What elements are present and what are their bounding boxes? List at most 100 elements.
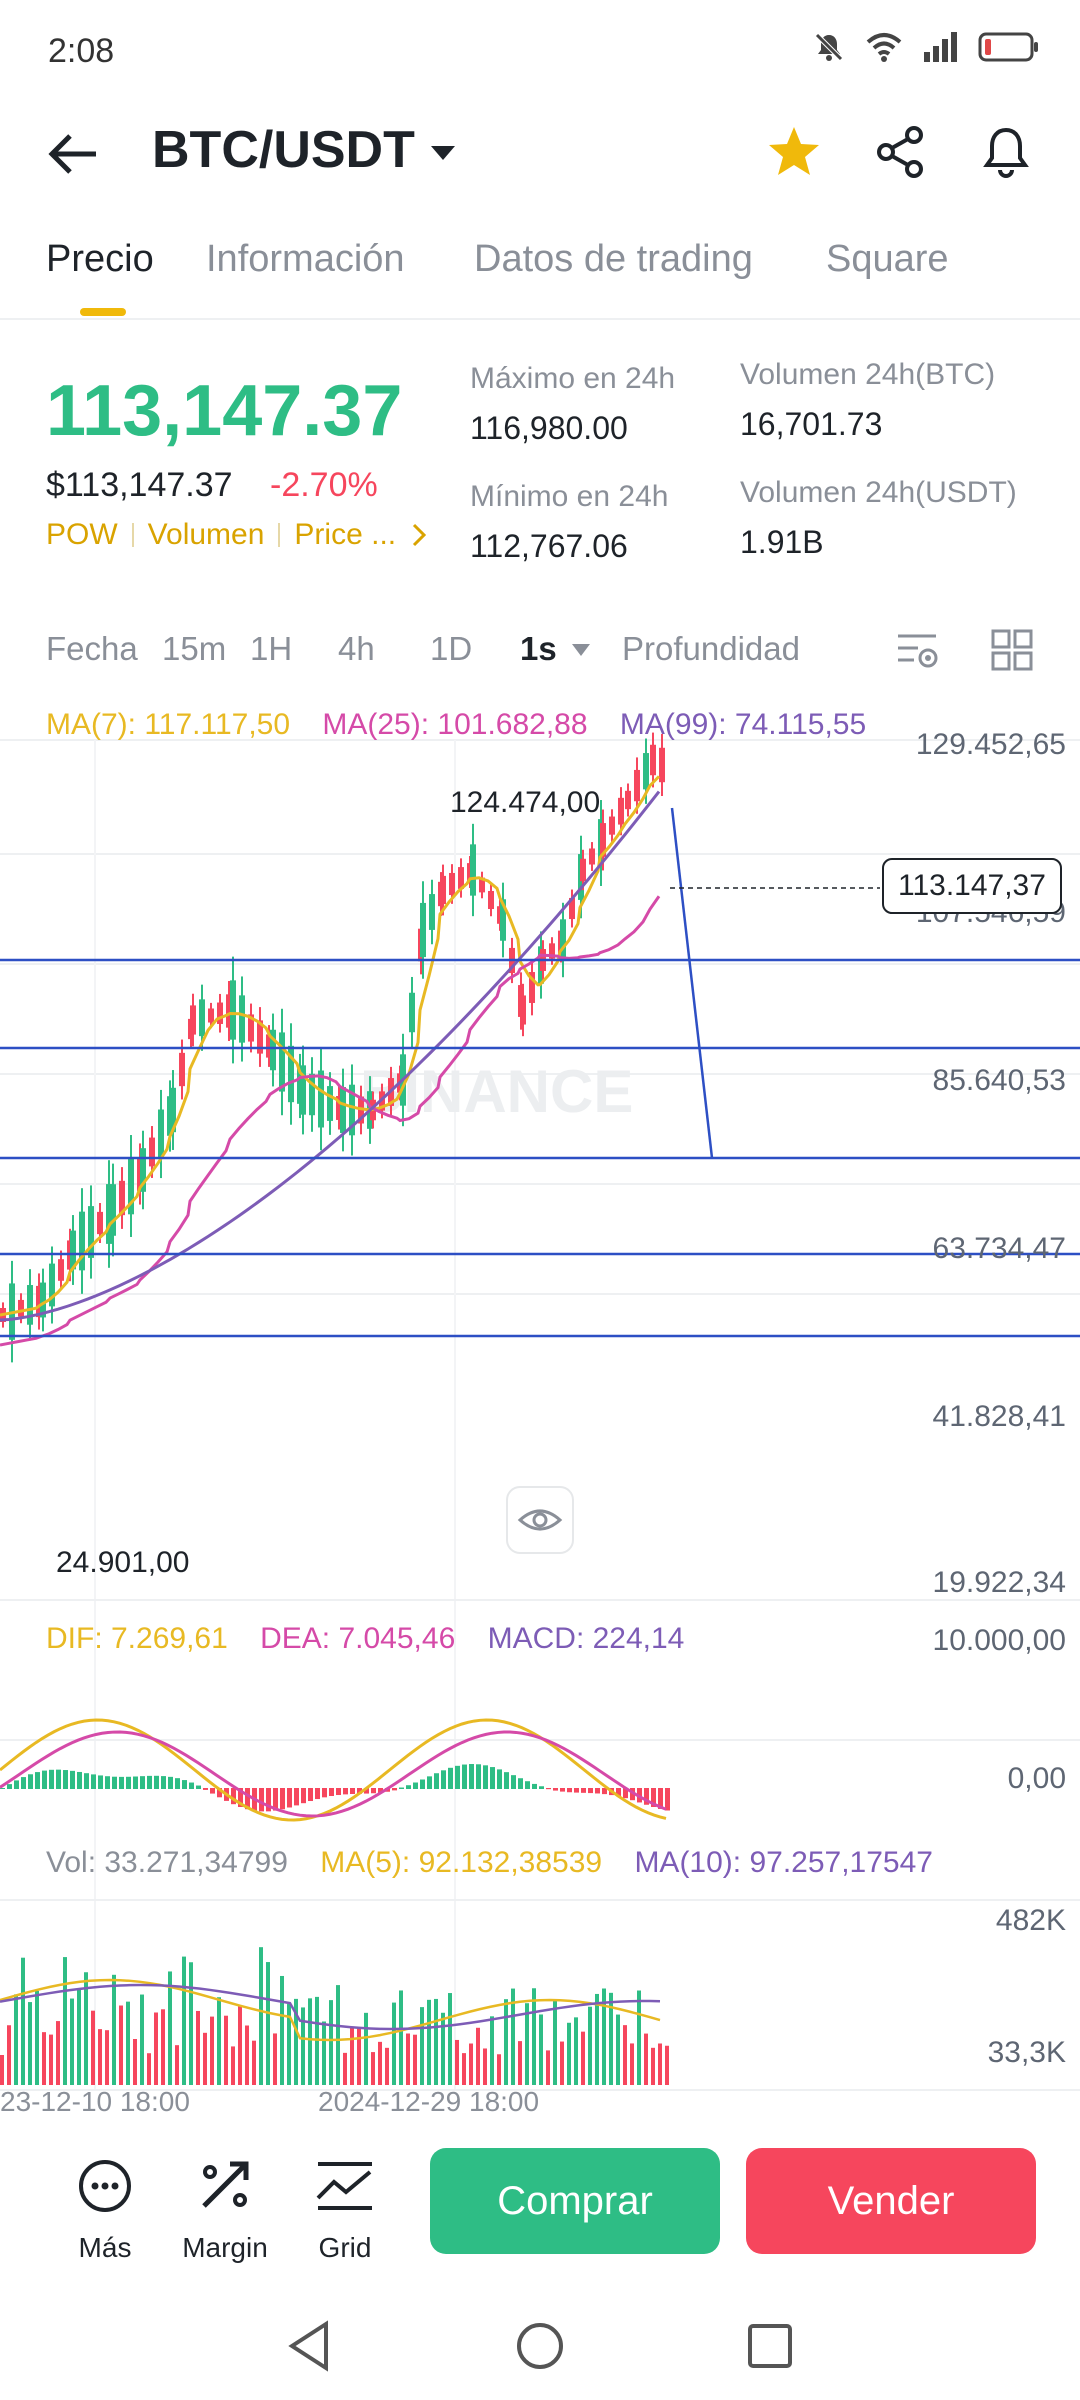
user-drawings[interactable] (0, 807, 1080, 1338)
ma7-line (0, 775, 661, 1317)
interval-1d[interactable]: 1D (430, 630, 473, 667)
pair-header: BTC/USDT (0, 100, 1080, 200)
interval-fecha[interactable]: Fecha (46, 630, 138, 667)
volume-bar (217, 1997, 221, 2085)
dea-legend: DEA: 7.045,46 (260, 1622, 456, 1655)
volume-bar (658, 2043, 662, 2085)
candlestick-chart[interactable]: BINANCE (0, 690, 1080, 2120)
more-button[interactable]: Más (50, 2140, 160, 2263)
moving-averages (0, 775, 661, 1347)
interval-4h[interactable]: 4h (338, 630, 375, 667)
grid-button[interactable]: Grid (290, 2140, 400, 2263)
system-nav-bar (0, 2290, 1080, 2400)
volume-bar (546, 2050, 550, 2085)
macd-bar (154, 1775, 159, 1789)
tag-pow[interactable]: POW (46, 518, 118, 551)
macd-bar (119, 1776, 124, 1789)
macd-bar (567, 1788, 572, 1793)
nav-recents-icon[interactable] (742, 2318, 798, 2374)
macd-bar (189, 1782, 194, 1789)
alert-button[interactable] (976, 122, 1036, 182)
macd-bar (581, 1788, 586, 1793)
interval-dropdown-icon[interactable] (570, 642, 592, 658)
vol-btc-label: Volumen 24h(BTC) (740, 358, 996, 391)
favorite-button[interactable] (764, 122, 824, 182)
volume-bar (21, 1957, 25, 2085)
candle-body (239, 995, 245, 1043)
macd-bar (0, 1788, 5, 1789)
macd-bar (532, 1783, 537, 1789)
tab-datos-trading[interactable]: Datos de trading (474, 238, 753, 280)
hide-drawings-button[interactable] (506, 1486, 574, 1554)
interval-profundidad[interactable]: Profundidad (622, 630, 800, 667)
volume-bar (308, 1998, 312, 2085)
candle-body (106, 1184, 112, 1244)
volume-bar (539, 2014, 543, 2085)
tab-informacion[interactable]: Información (206, 238, 405, 280)
indicator-settings-icon[interactable] (894, 628, 940, 674)
volume-bar (140, 1994, 144, 2085)
candle-body (589, 848, 595, 865)
back-button[interactable] (44, 124, 104, 184)
ma25-legend: MA(25): 101.682,88 (322, 708, 588, 741)
candle-body (449, 872, 455, 896)
pair-title[interactable]: BTC/USDT (152, 121, 415, 179)
candle-body (625, 790, 631, 810)
vol-ma10-legend: MA(10): 97.257,17547 (634, 1846, 933, 1879)
macd-bar (28, 1774, 33, 1789)
nav-home-icon[interactable] (512, 2318, 568, 2374)
macd-bar (350, 1788, 355, 1795)
candle-body (569, 897, 575, 920)
macd-bar (560, 1788, 565, 1792)
volume-bar (154, 2012, 158, 2085)
volume-bar (385, 2047, 389, 2085)
nav-back-icon[interactable] (282, 2318, 338, 2374)
tag-volumen[interactable]: Volumen (147, 518, 265, 551)
usd-price: $113,147.37 (46, 466, 233, 504)
macd-bar (497, 1769, 502, 1789)
macd-bar (336, 1788, 341, 1796)
arrow-left-icon (48, 134, 96, 174)
current-price-marker[interactable]: 113.147,37 (882, 858, 1062, 914)
volume-bar (364, 2012, 368, 2085)
volume-bar (497, 2054, 501, 2085)
macd-bar (546, 1788, 551, 1790)
margin-button[interactable]: Margin (170, 2140, 280, 2263)
volume-bar (413, 2034, 417, 2085)
tab-precio[interactable]: Precio (46, 238, 154, 280)
volume-bar (630, 2043, 634, 2085)
macd-bar (427, 1776, 432, 1789)
volume-bar (98, 2029, 102, 2085)
interval-1h[interactable]: 1H (250, 630, 293, 667)
tag-price[interactable]: Price ... (294, 518, 397, 551)
macd-bar (553, 1788, 558, 1791)
volume-bar (567, 2022, 571, 2085)
low-24h-value: 112,767.06 (470, 528, 628, 564)
volume-bar (245, 2025, 249, 2085)
macd-bar (623, 1788, 628, 1799)
candle-body (327, 1086, 333, 1121)
vol-axis-label: 482K (995, 1904, 1066, 1937)
layout-grid-icon[interactable] (990, 628, 1034, 672)
share-button[interactable] (870, 122, 930, 182)
macd-bar (329, 1788, 334, 1796)
candle-body (440, 875, 446, 905)
pair-dropdown-icon[interactable] (428, 138, 458, 168)
volume-bar (203, 2032, 207, 2085)
tab-square[interactable]: Square (826, 238, 949, 280)
volume-bar (595, 1993, 599, 2085)
sell-button[interactable]: Vender (746, 2148, 1036, 2254)
buy-button[interactable]: Comprar (430, 2148, 720, 2254)
macd-bar (574, 1788, 579, 1793)
volume-bar (91, 2010, 95, 2085)
volume-bar (126, 2001, 130, 2085)
chart-area[interactable]: BINANCE MA(7): 117.117,50 MA(25): 101.68… (0, 690, 1080, 2120)
interval-1s[interactable]: 1s (520, 630, 557, 667)
candle-body (128, 1157, 134, 1215)
active-tab-indicator (80, 308, 126, 316)
chevron-right-icon[interactable] (410, 522, 428, 548)
macd-bar (406, 1785, 411, 1789)
volume-bar (427, 1999, 431, 2085)
interval-15m[interactable]: 15m (162, 630, 227, 667)
volume-bar (476, 2027, 480, 2085)
